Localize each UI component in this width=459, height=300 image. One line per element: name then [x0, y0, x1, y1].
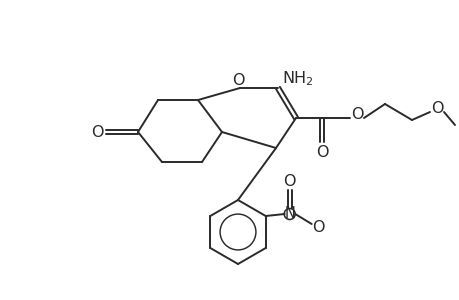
Text: O: O [350, 106, 363, 122]
Text: O: O [312, 220, 324, 236]
Text: N: N [284, 206, 295, 221]
Text: O: O [430, 100, 442, 116]
Text: NH$_2$: NH$_2$ [282, 70, 313, 88]
Text: O: O [90, 124, 103, 140]
Text: O: O [231, 73, 244, 88]
Text: O: O [283, 175, 295, 190]
Text: O: O [315, 145, 328, 160]
